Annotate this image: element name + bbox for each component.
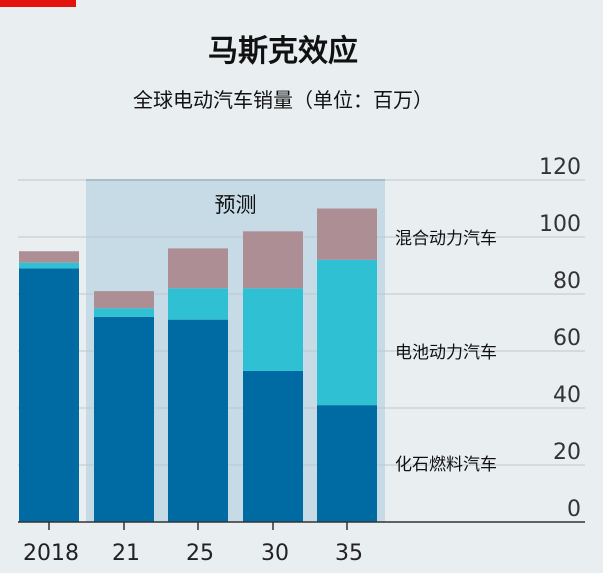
bar-segment-fossil [94, 316, 154, 522]
bar-segment-fossil [243, 370, 303, 522]
forecast-label: 预测 [215, 193, 257, 217]
y-tick-label: 40 [553, 383, 581, 408]
y-tick-label: 60 [553, 326, 581, 351]
x-tick-label: 35 [335, 541, 363, 566]
brand-tab [0, 0, 76, 7]
bar-segment-hybrid [19, 251, 79, 263]
chart-subtitle: 全球电动汽车销量（单位：百万） [133, 88, 433, 112]
bar-segment-fossil [19, 268, 79, 522]
bar-segment-hybrid [317, 208, 377, 260]
bar-segment-battery [168, 288, 228, 320]
y-tick-label: 0 [567, 497, 581, 522]
bar-segment-battery [243, 288, 303, 371]
bar-segment-battery [317, 259, 377, 406]
bar-segment-fossil [317, 405, 377, 522]
x-tick-label: 2018 [23, 541, 79, 566]
bar-segment-hybrid [94, 291, 154, 309]
x-tick-label: 21 [112, 541, 140, 566]
y-tick-label: 100 [539, 212, 581, 237]
series-label-fossil: 化石燃料汽车 [395, 455, 497, 475]
bar-segment-battery [19, 262, 79, 269]
bar-segment-hybrid [243, 231, 303, 289]
y-tick-label: 80 [553, 269, 581, 294]
bar-segment-battery [94, 308, 154, 317]
series-label-hybrid: 混合动力汽车 [395, 229, 497, 249]
x-tick-label: 30 [261, 541, 289, 566]
y-tick-label: 20 [553, 440, 581, 465]
series-label-battery: 电池动力汽车 [395, 343, 497, 363]
bar-segment-hybrid [168, 248, 228, 289]
chart-title: 马斯克效应 [208, 34, 358, 69]
bar-segment-fossil [168, 319, 228, 522]
x-tick-label: 25 [186, 541, 214, 566]
y-tick-label: 120 [539, 155, 581, 180]
